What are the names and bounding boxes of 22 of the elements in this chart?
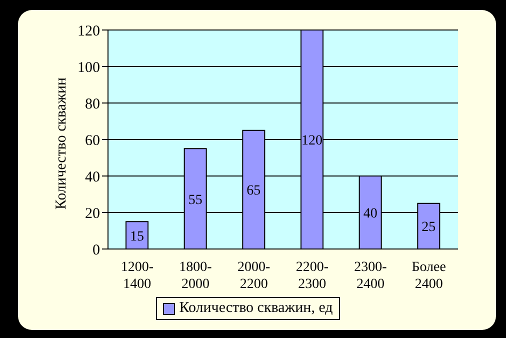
x-tick-label: Более 2400	[412, 260, 446, 292]
bar	[126, 221, 148, 249]
y-tick-label: 0	[92, 242, 100, 258]
legend-label: Количество скважин, ед	[178, 300, 333, 317]
y-tick-label: 60	[85, 132, 100, 149]
y-tick-label: 120	[78, 23, 100, 40]
x-tick-label: 1800-2000	[179, 260, 212, 292]
y-tick-label: 100	[78, 60, 100, 76]
x-tick-label: 2300-2400	[354, 260, 388, 292]
data-label: 65	[246, 184, 261, 199]
y-axis-title: Количество скважин	[53, 78, 70, 210]
data-label: 55	[188, 192, 202, 208]
data-label: 40	[363, 206, 378, 222]
y-tick-label: 20	[85, 206, 100, 222]
x-tick-label: 2000-2200	[237, 260, 270, 292]
data-label: 120	[302, 133, 322, 148]
data-label: 15	[130, 229, 144, 244]
x-tick-label: 1200-1400	[120, 260, 154, 292]
y-tick-label: 40	[85, 169, 100, 186]
data-label: 25	[422, 220, 436, 236]
y-tick-label: 80	[85, 96, 100, 112]
x-tick-label: 2200-2300	[296, 260, 329, 292]
